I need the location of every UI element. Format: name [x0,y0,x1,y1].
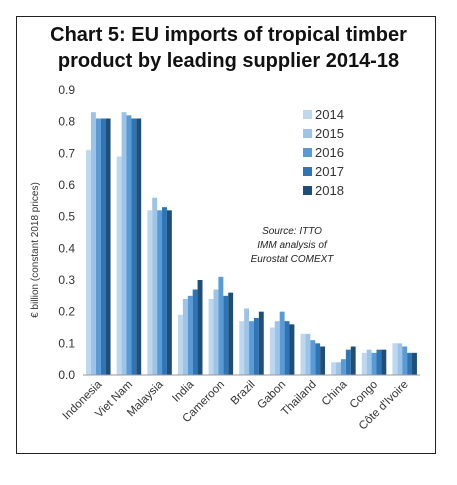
x-tick-label: Brazil [229,379,258,408]
bar [192,289,198,375]
bar [228,292,234,375]
chart-title: Chart 5: EU imports of tropical timber p… [0,22,457,74]
y-axis-title: € billion (constant 2018 prices) [30,182,41,318]
bar [249,321,254,375]
source-annotation: Source: ITTO IMM analysis of Eurostat CO… [251,226,335,265]
bar [345,349,351,375]
y-tick-label: 0.6 [58,178,75,192]
bar [90,112,96,376]
bar [166,210,172,375]
legend-label: 2014 [315,107,344,122]
bars-layer [86,112,417,376]
bar [208,299,214,375]
bar [121,112,127,376]
bar [239,321,245,375]
chart-title-line-2: product by leading supplier 2014-18 [57,50,400,72]
bar [86,150,91,375]
bar [269,327,275,375]
bar [274,321,280,375]
bar [279,311,285,375]
y-tick-label: 0.0 [58,368,75,382]
bar [350,346,356,375]
x-tick-label: India [170,378,197,405]
bar [340,359,346,375]
bar [187,295,193,375]
bar [412,352,417,375]
legend-swatch [303,186,312,195]
bar [310,340,316,375]
x-tick-label: China [320,378,350,408]
bar [197,280,203,375]
bar [177,314,183,375]
bar [116,156,122,375]
bar [253,318,259,375]
bar [95,118,101,375]
bar [182,299,188,375]
legend-label: 2018 [315,183,344,198]
bar [402,346,408,375]
bar [366,349,372,375]
bar [162,207,167,375]
bar [407,352,413,375]
y-tick-label: 0.9 [58,83,75,97]
annotation-line-2: IMM analysis of [257,240,328,251]
bar [213,289,219,375]
bar [315,343,321,375]
annotation-line-1: Source: ITTO [262,226,322,237]
legend-swatch [303,167,312,176]
bar [100,118,106,375]
bar [223,295,229,375]
legend-label: 2017 [315,164,344,179]
bar [392,343,398,375]
bar [136,118,142,375]
bar [371,352,377,375]
bar [376,349,382,375]
y-tick-label: 0.1 [58,336,75,350]
legend-swatch [303,129,312,138]
bar [331,362,337,375]
legend-swatch [303,110,312,119]
bar [131,118,137,375]
chart-title-line-1: Chart 5: EU imports of tropical timber [50,24,407,46]
bar [336,362,341,375]
legend: 2014 2015 2016 2017 2018 [303,107,344,198]
bar [258,311,264,375]
y-axis: 0.0 0.1 0.2 0.3 0.4 0.5 0.6 0.7 0.8 0.9 [58,83,75,382]
bar [244,308,250,375]
y-tick-label: 0.7 [58,146,75,160]
bar [397,343,403,375]
y-tick-label: 0.4 [58,241,75,255]
bar [157,210,163,375]
bar [218,276,224,375]
y-tick-label: 0.2 [58,305,75,319]
legend-swatch [303,148,312,157]
bar [105,118,111,375]
y-tick-label: 0.5 [58,210,75,224]
bar [300,333,306,375]
bar [381,349,387,375]
bar [305,333,311,375]
bar [147,210,153,375]
bar [284,321,290,375]
y-tick-label: 0.8 [58,115,75,129]
bar [361,352,367,375]
bar [320,346,326,375]
y-tick-label: 0.3 [58,273,75,287]
legend-label: 2016 [315,145,344,160]
bar [126,115,132,375]
bar [289,324,295,375]
bar [152,197,158,375]
legend-label: 2015 [315,126,344,141]
chart-frame [16,16,436,454]
annotation-line-3: Eurostat COMEXT [251,254,335,265]
